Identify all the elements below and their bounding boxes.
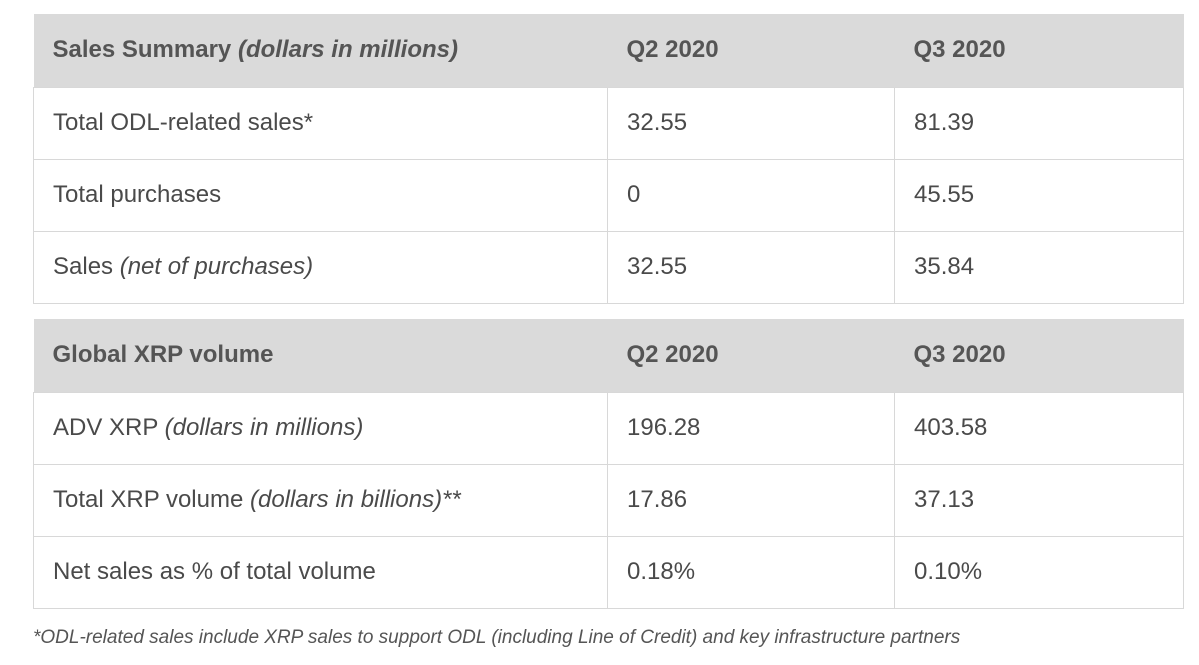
row-q2-value: 32.55 — [607, 230, 895, 304]
row-q3-value: 37.13 — [894, 463, 1184, 537]
row-q3-value: 403.58 — [894, 391, 1184, 465]
table-header-row: Sales Summary (dollars in millions) Q2 2… — [33, 14, 1184, 87]
row-q3-value: 45.55 — [894, 158, 1184, 232]
row-label-note: (dollars in millions) — [164, 414, 364, 441]
row-q2-value: 0 — [607, 158, 895, 232]
header-q2: Q2 2020 — [607, 14, 895, 87]
header-q3: Q3 2020 — [894, 14, 1184, 87]
row-q2-value: 17.86 — [607, 463, 895, 537]
header-label-sales-summary: Sales Summary (dollars in millions) — [33, 14, 608, 87]
row-label: Total ODL-related sales* — [33, 86, 608, 160]
row-q2-value: 0.18% — [607, 535, 895, 609]
row-q3-value: 81.39 — [894, 86, 1184, 160]
table-row: Net sales as % of total volume 0.18% 0.1… — [33, 535, 1184, 609]
table-header-row: Global XRP volume Q2 2020 Q3 2020 — [33, 319, 1184, 392]
row-label: Sales (net of purchases) — [33, 230, 608, 304]
row-label: ADV XRP (dollars in millions) — [33, 391, 608, 465]
row-label-note: (dollars in billions)** — [249, 486, 461, 513]
header-q3: Q3 2020 — [894, 319, 1184, 392]
table-row: Sales (net of purchases) 32.55 35.84 — [33, 230, 1184, 304]
xrp-volume-table: Global XRP volume Q2 2020 Q3 2020 ADV XR… — [33, 319, 1184, 609]
row-label: Total XRP volume (dollars in billions)** — [33, 463, 608, 537]
table-row: Total ODL-related sales* 32.55 81.39 — [33, 86, 1184, 160]
row-label-note: (net of purchases) — [119, 253, 314, 280]
row-q3-value: 0.10% — [894, 535, 1184, 609]
row-label: Total purchases — [33, 158, 608, 232]
table-row: ADV XRP (dollars in millions) 196.28 403… — [33, 391, 1184, 465]
row-q3-value: 35.84 — [894, 230, 1184, 304]
row-label: Net sales as % of total volume — [33, 535, 608, 609]
row-q2-value: 196.28 — [607, 391, 895, 465]
header-label-xrp-volume: Global XRP volume — [33, 319, 608, 392]
row-q2-value: 32.55 — [607, 86, 895, 160]
table-row: Total purchases 0 45.55 — [33, 158, 1184, 232]
header-label-note: (dollars in millions) — [237, 36, 458, 64]
table-row: Total XRP volume (dollars in billions)**… — [33, 463, 1184, 537]
sales-summary-table: Sales Summary (dollars in millions) Q2 2… — [33, 14, 1184, 304]
footnote: *ODL-related sales include XRP sales to … — [33, 627, 961, 648]
header-q2: Q2 2020 — [607, 319, 895, 392]
